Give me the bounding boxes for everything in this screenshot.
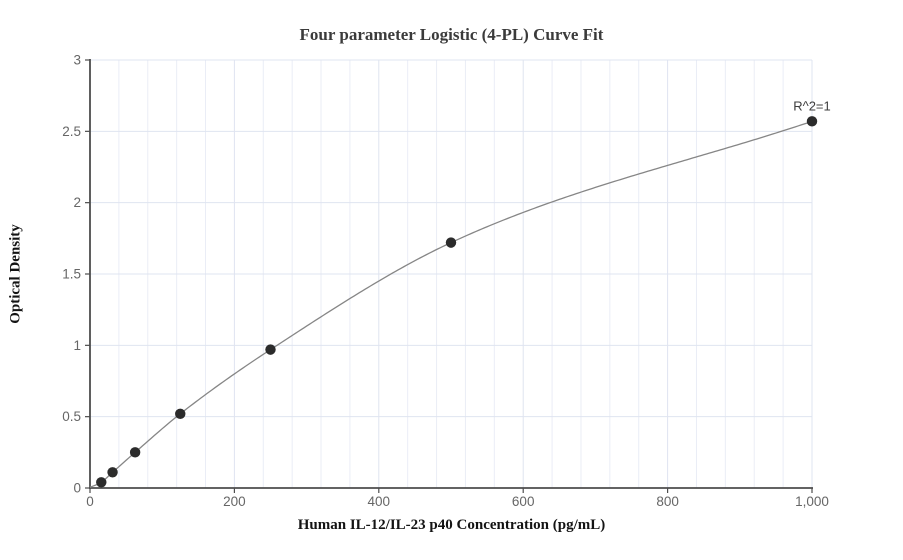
chart-title: Four parameter Logistic (4-PL) Curve Fit xyxy=(299,25,604,44)
x-tick-label: 800 xyxy=(656,494,679,509)
data-point xyxy=(175,408,186,420)
data-point xyxy=(445,237,457,248)
data-point xyxy=(265,344,276,355)
y-tick-label: 1 xyxy=(73,338,81,353)
y-tick-label: 1.5 xyxy=(62,267,81,282)
y-axis-label: Optical Density xyxy=(7,224,24,324)
x-tick-label: 400 xyxy=(368,494,391,509)
x-tick-label: 1,000 xyxy=(795,494,829,509)
y-tick-label: 0 xyxy=(73,481,81,496)
x-axis-label: Human IL-12/IL-23 p40 Concentration (pg/… xyxy=(297,517,606,533)
x-tick-label: 200 xyxy=(223,494,246,509)
y-tick-label: 0.5 xyxy=(62,409,81,424)
fit-curve xyxy=(89,120,813,488)
y-tick-label: 3 xyxy=(73,53,81,68)
data-point xyxy=(96,477,107,488)
y-tick-label: 2 xyxy=(73,195,81,210)
r-squared-annotation: R^2=1 xyxy=(793,98,831,113)
x-tick-label: 600 xyxy=(512,494,535,509)
data-point xyxy=(806,116,818,127)
data-point xyxy=(107,467,118,478)
data-point xyxy=(129,447,141,458)
y-tick-label: 2.5 xyxy=(62,124,81,139)
x-tick-label: 0 xyxy=(86,494,94,509)
